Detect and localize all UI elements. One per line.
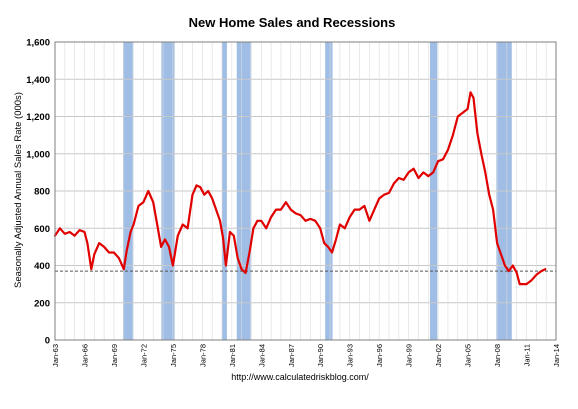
x-tick-label: Jan-05 bbox=[464, 344, 473, 367]
x-tick-label: Jan-99 bbox=[405, 344, 414, 367]
plot-frame bbox=[54, 41, 557, 341]
source-note: http://www.calculatedriskblog.com/ bbox=[231, 372, 369, 382]
x-tick-label: Jan-81 bbox=[228, 344, 237, 367]
x-tick-label: Jan-63 bbox=[51, 344, 60, 367]
x-tick-label: Jan-84 bbox=[257, 344, 266, 367]
x-tick-label: Jan-02 bbox=[434, 344, 443, 367]
y-tick-label: 1,600 bbox=[26, 38, 50, 49]
series-line-1 bbox=[53, 91, 547, 286]
x-tick-label: Jan-75 bbox=[169, 344, 178, 367]
y-tick-label: 600 bbox=[34, 224, 50, 235]
x-tick-label: Jan-69 bbox=[110, 344, 119, 367]
y-tick-label: 200 bbox=[34, 298, 50, 309]
y-tick-label: 800 bbox=[34, 187, 50, 198]
x-tick-label: Jan-11 bbox=[523, 344, 532, 366]
y-axis-label: Seasonally Adjusted Annual Sales Rate (0… bbox=[13, 92, 24, 288]
y-tick-label: 1,400 bbox=[26, 75, 50, 86]
x-tick-label: Jan-78 bbox=[198, 344, 207, 367]
plot-area: 0 200 400 600 800 1,000 1,200 1,400 1,600 Jan-63 J… bbox=[26, 38, 561, 367]
x-tick-label: Jan-96 bbox=[375, 344, 384, 367]
x-tick-label: Jan-93 bbox=[346, 344, 355, 367]
x-tick-label: Jan-66 bbox=[80, 344, 89, 367]
x-tick-label: Jan-08 bbox=[493, 344, 502, 367]
x-tick-label: Jan-90 bbox=[316, 344, 325, 367]
x-tick-label: Jan-14 bbox=[552, 344, 561, 367]
y-tick-label: 0 bbox=[45, 336, 50, 347]
y-tick-label: 1,200 bbox=[26, 112, 50, 123]
y-tick-label: 1,000 bbox=[26, 149, 50, 160]
x-tick-label: Jan-87 bbox=[287, 344, 296, 367]
chart-title: New Home Sales and Recessions bbox=[189, 15, 396, 30]
y-tick-label: 400 bbox=[34, 261, 50, 272]
x-tick-label: Jan-72 bbox=[139, 344, 148, 367]
